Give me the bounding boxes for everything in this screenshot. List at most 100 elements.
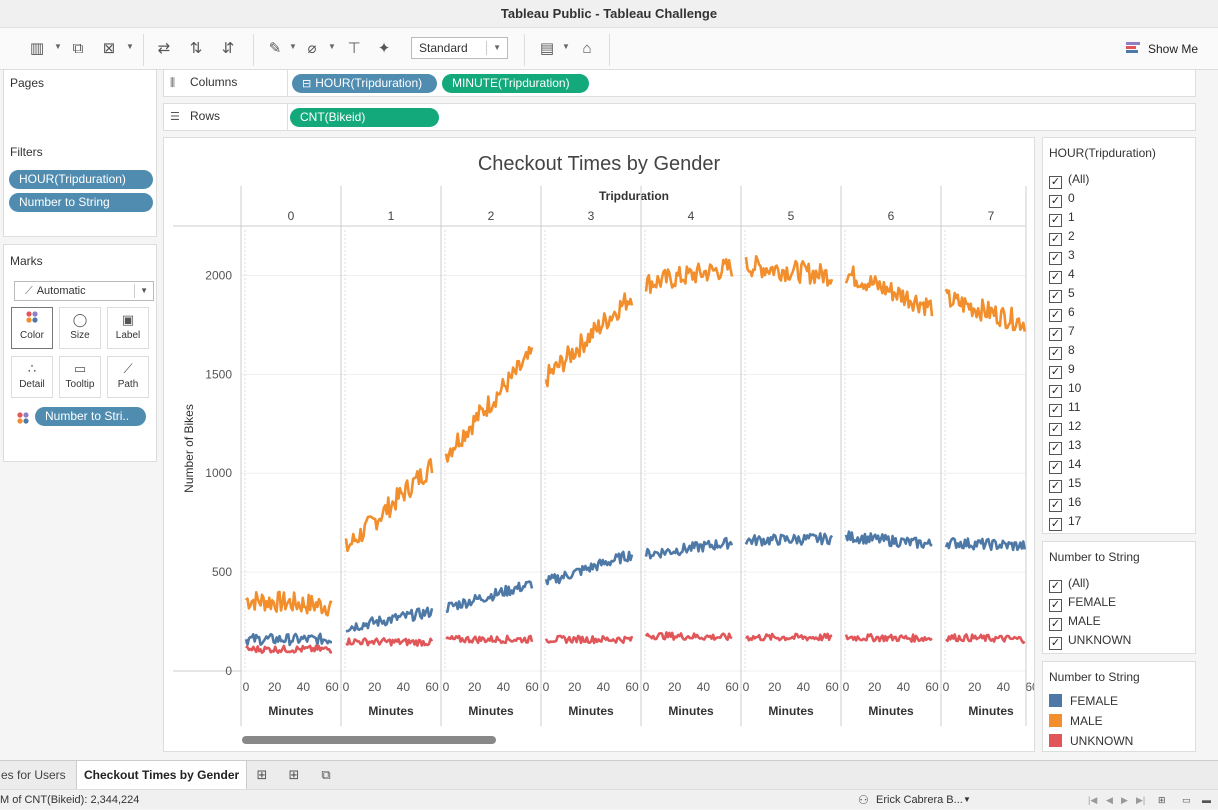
- previous-sheet-icon[interactable]: ◀: [1106, 795, 1113, 805]
- checkbox-checked-icon[interactable]: ✓: [1049, 637, 1062, 650]
- chevron-down-icon[interactable]: ▼: [54, 42, 62, 51]
- hour-filter-item[interactable]: ✓ 10: [1049, 379, 1081, 398]
- checkbox-checked-icon[interactable]: ✓: [1049, 518, 1062, 531]
- checkbox-checked-icon[interactable]: ✓: [1049, 366, 1062, 379]
- tabs-icon[interactable]: ▬: [1202, 795, 1211, 805]
- last-sheet-icon[interactable]: ▶|: [1136, 795, 1146, 805]
- highlight-icon[interactable]: ✎: [268, 40, 282, 57]
- checkbox-checked-icon[interactable]: ✓: [1049, 328, 1062, 341]
- new-worksheet-icon[interactable]: ▥: [29, 40, 45, 57]
- checkbox-checked-icon[interactable]: ✓: [1049, 499, 1062, 512]
- mark-card-size[interactable]: ◯ Size: [59, 307, 101, 349]
- checkbox-checked-icon[interactable]: ✓: [1049, 599, 1062, 612]
- checkbox-checked-icon[interactable]: ✓: [1049, 214, 1062, 227]
- filter-pill-gender[interactable]: Number to String: [9, 193, 153, 212]
- user-name[interactable]: Erick Cabrera B...: [876, 794, 963, 806]
- rows-shelf[interactable]: ☰ Rows CNT(Bikeid): [163, 103, 1196, 131]
- checkbox-checked-icon[interactable]: ✓: [1049, 233, 1062, 246]
- fit-select[interactable]: Standard ▼: [411, 37, 508, 59]
- gender-filter-item[interactable]: ✓ FEMALE: [1049, 593, 1116, 612]
- legend-item[interactable]: MALE: [1049, 711, 1103, 731]
- hour-filter-item[interactable]: ✓ 13: [1049, 436, 1081, 455]
- tab-checkout-times[interactable]: Checkout Times by Gender: [76, 761, 248, 789]
- checkbox-checked-icon[interactable]: ✓: [1049, 176, 1062, 189]
- tab-users[interactable]: es for Users: [1, 768, 66, 782]
- checkbox-checked-icon[interactable]: ✓: [1049, 480, 1062, 493]
- filters-panel[interactable]: Filters HOUR(Tripduration) Number to Str…: [3, 137, 157, 237]
- hour-filter-item[interactable]: ✓ 7: [1049, 322, 1075, 341]
- hour-filter-item[interactable]: ✓ 11: [1049, 398, 1080, 417]
- new-dashboard-icon[interactable]: ⊞: [288, 767, 300, 782]
- new-worksheet-tab-icon[interactable]: ⊞: [256, 767, 268, 782]
- labels-icon[interactable]: ⊤: [347, 40, 361, 57]
- hour-filter-item[interactable]: ✓ 16: [1049, 493, 1081, 512]
- mark-card-color[interactable]: Color: [11, 307, 53, 349]
- checkbox-checked-icon[interactable]: ✓: [1049, 195, 1062, 208]
- checkbox-checked-icon[interactable]: ✓: [1049, 290, 1062, 303]
- gender-filter-card[interactable]: Number to String ✓ (All) ✓ FEMALE ✓ MALE ✓ UNKN…: [1042, 541, 1196, 654]
- show-me-button[interactable]: Show Me: [1126, 38, 1198, 60]
- hour-filter-item[interactable]: ✓ 0: [1049, 189, 1075, 208]
- pin-icon[interactable]: ✦: [377, 40, 391, 57]
- chevron-down-icon[interactable]: ▼: [126, 42, 134, 51]
- checkbox-checked-icon[interactable]: ✓: [1049, 385, 1062, 398]
- checkbox-checked-icon[interactable]: ✓: [1049, 580, 1062, 593]
- hour-filter-item[interactable]: ✓ 3: [1049, 246, 1075, 265]
- checkbox-checked-icon[interactable]: ✓: [1049, 461, 1062, 474]
- hour-filter-card[interactable]: HOUR(Tripduration) ✓ (All) ✓ 0 ✓ 1 ✓ 2 ✓ 3 ✓ 4 ✓ 5 ✓ 6 ✓…: [1042, 137, 1196, 534]
- checkbox-checked-icon[interactable]: ✓: [1049, 252, 1062, 265]
- hour-filter-item[interactable]: ✓ 12: [1049, 417, 1081, 436]
- hour-filter-item[interactable]: ✓ 2: [1049, 227, 1075, 246]
- hour-filter-item[interactable]: ✓ 1: [1049, 208, 1075, 227]
- filter-pill-hour[interactable]: HOUR(Tripduration): [9, 170, 153, 189]
- mark-card-label[interactable]: ▣ Label: [107, 307, 149, 349]
- columns-pill-minute[interactable]: MINUTE(Tripduration): [442, 74, 589, 93]
- checkbox-checked-icon[interactable]: ✓: [1049, 404, 1062, 417]
- mark-card-path[interactable]: ⟋ Path: [107, 356, 149, 398]
- hour-filter-item[interactable]: ✓ 8: [1049, 341, 1075, 360]
- show-cards-icon[interactable]: ▤: [539, 40, 555, 57]
- color-legend[interactable]: Number to String FEMALE MALE UNKNOWN: [1042, 661, 1196, 752]
- duplicate-sheet-icon[interactable]: ⧉: [72, 40, 84, 57]
- horizontal-scrollbar[interactable]: [242, 736, 496, 744]
- checkbox-checked-icon[interactable]: ✓: [1049, 309, 1062, 322]
- swap-icon[interactable]: ⇄: [157, 40, 171, 57]
- hour-filter-item[interactable]: ✓ 15: [1049, 474, 1081, 493]
- hour-filter-item[interactable]: ✓ 4: [1049, 265, 1075, 284]
- checkbox-checked-icon[interactable]: ✓: [1049, 423, 1062, 436]
- columns-pill-hour[interactable]: ⊟ HOUR(Tripduration): [292, 74, 437, 93]
- clear-sheet-icon[interactable]: ⊠: [102, 40, 116, 57]
- sort-descending-icon[interactable]: ⇵: [221, 40, 235, 57]
- first-sheet-icon[interactable]: |◀: [1088, 795, 1098, 805]
- hour-filter-item[interactable]: ✓ 14: [1049, 455, 1081, 474]
- chevron-down-icon[interactable]: ▼: [963, 795, 971, 804]
- color-pill-gender[interactable]: Number to Stri..: [35, 407, 146, 426]
- checkbox-checked-icon[interactable]: ✓: [1049, 442, 1062, 455]
- gender-filter-item[interactable]: ✓ MALE: [1049, 612, 1101, 631]
- checkbox-checked-icon[interactable]: ✓: [1049, 618, 1062, 631]
- group-icon[interactable]: ⌀: [307, 40, 317, 57]
- hour-filter-item[interactable]: ✓ 5: [1049, 284, 1075, 303]
- gender-filter-item[interactable]: ✓ UNKNOWN: [1049, 631, 1131, 650]
- chevron-down-icon[interactable]: ▼: [562, 42, 570, 51]
- hour-filter-item[interactable]: ✓ 6: [1049, 303, 1075, 322]
- checkbox-checked-icon[interactable]: ✓: [1049, 271, 1062, 284]
- mark-type-select[interactable]: ⟋ Automatic ▼: [14, 281, 154, 301]
- chevron-down-icon[interactable]: ▼: [328, 42, 336, 51]
- viz-panel[interactable]: Checkout Times by Gender Tripduration 0 500…: [163, 137, 1039, 752]
- sheet-sorter-icon[interactable]: ⊞: [1158, 795, 1166, 805]
- new-story-icon[interactable]: ⧉: [321, 767, 331, 782]
- checkbox-checked-icon[interactable]: ✓: [1049, 347, 1062, 360]
- hour-filter-item[interactable]: ✓ (All): [1049, 170, 1089, 189]
- line-chart[interactable]: Checkout Times by GenderTripduration0500…: [164, 138, 1039, 751]
- mark-card-detail[interactable]: ∴ Detail: [11, 356, 53, 398]
- mark-card-tooltip[interactable]: ▭ Tooltip: [59, 356, 101, 398]
- marks-panel[interactable]: Marks ⟋ Automatic ▼ Color ◯ Size ▣ Label …: [3, 244, 157, 462]
- legend-item[interactable]: UNKNOWN: [1049, 731, 1133, 751]
- rows-pill-bikeid[interactable]: CNT(Bikeid): [290, 108, 439, 127]
- filmstrip-icon[interactable]: ▭: [1182, 795, 1191, 805]
- presentation-icon[interactable]: ⌂: [582, 40, 592, 57]
- next-sheet-icon[interactable]: ▶: [1121, 795, 1128, 805]
- hour-filter-item[interactable]: ✓ 9: [1049, 360, 1075, 379]
- legend-item[interactable]: FEMALE: [1049, 691, 1118, 711]
